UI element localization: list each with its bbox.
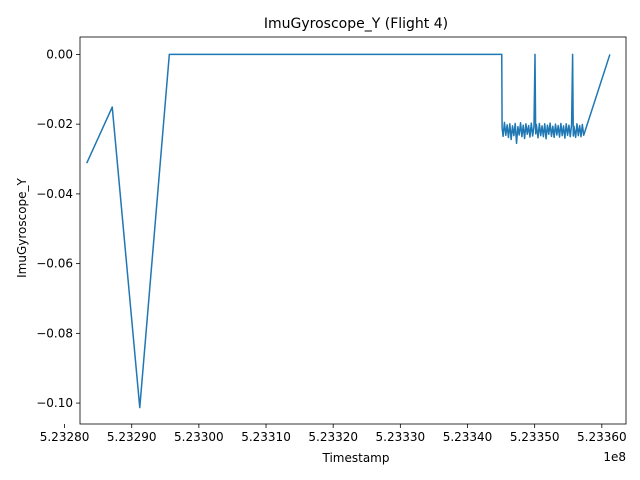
x-tick-label: 5.23360	[577, 430, 627, 444]
chart-title: ImuGyroscope_Y (Flight 4)	[264, 16, 448, 32]
x-tick-label: 5.23300	[174, 430, 224, 444]
y-tick-label: 0.00	[46, 47, 73, 61]
x-tick-label: 5.23290	[107, 430, 157, 444]
x-axis-offset-label: 1e8	[603, 450, 626, 464]
y-tick-label: −0.08	[36, 326, 73, 340]
x-tick-label: 5.23310	[241, 430, 291, 444]
plot-area: 5.23280 5.23290 5.23300 5.23310 5.23320 5.233…	[36, 36, 627, 444]
y-axis-label: ImuGyroscope_Y	[15, 177, 29, 277]
plot-frame	[79, 36, 627, 425]
y-tick-label: −0.02	[36, 117, 73, 131]
x-tick-label: 5.23320	[308, 430, 358, 444]
x-tick-label: 5.23330	[376, 430, 426, 444]
y-tick-label: −0.04	[36, 187, 73, 201]
y-tick-label: −0.10	[36, 396, 73, 410]
x-tick-label: 5.23280	[40, 430, 90, 444]
x-tick-label: 5.23350	[510, 430, 560, 444]
x-tick-label: 5.23340	[443, 430, 493, 444]
x-axis-label: Timestamp	[322, 451, 390, 465]
y-tick-label: −0.06	[36, 257, 73, 271]
series-line-0	[86, 53, 611, 409]
